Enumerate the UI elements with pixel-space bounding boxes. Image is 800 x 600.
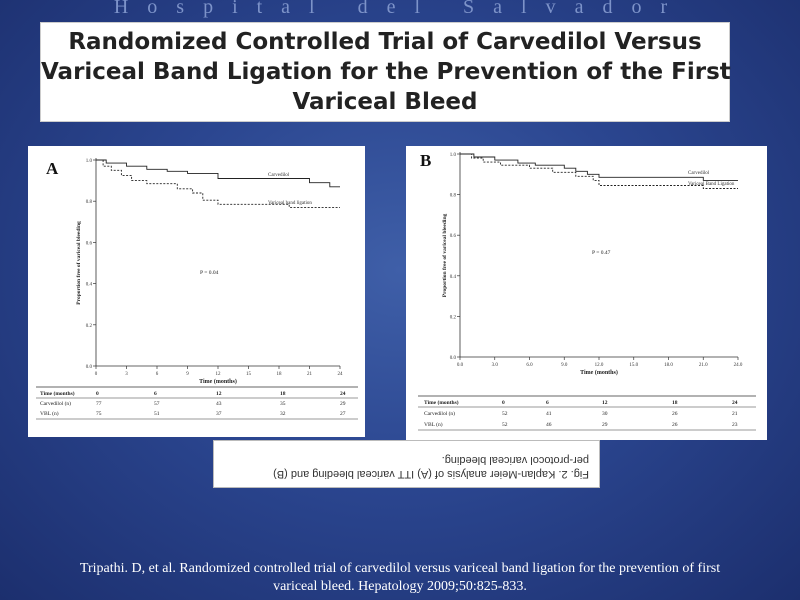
- y-tick-label: 0.8: [450, 194, 457, 199]
- series-line-2: [460, 153, 738, 189]
- table-cell: 41: [546, 411, 552, 417]
- y-tick-label: 0.0: [450, 356, 457, 361]
- x-tick-label: 6: [156, 372, 159, 377]
- x-tick-label: 9.0: [561, 363, 568, 368]
- table-cell: 77: [96, 401, 102, 407]
- y-tick-label: 0.6: [450, 234, 457, 239]
- x-tick-label: 3.0: [492, 363, 499, 368]
- table-cell: 46: [546, 422, 552, 428]
- y-tick-label: 0.2: [86, 324, 93, 329]
- table-header-cell: 6: [154, 391, 157, 397]
- y-tick-label: 0.4: [86, 283, 93, 288]
- table-cell: 26: [672, 411, 678, 417]
- figure-caption-text: Fig. 2. Kaplan-Meier analysis of (A) ITT…: [214, 441, 599, 487]
- table-cell: 52: [502, 422, 508, 428]
- x-tick-label: 12: [216, 372, 222, 377]
- table-cell: VBL (n): [424, 421, 443, 428]
- table-header-cell: 24: [340, 391, 346, 397]
- table-header-cell: 24: [732, 400, 738, 406]
- y-tick-label: 1.0: [450, 153, 457, 158]
- x-tick-label: 21: [307, 372, 313, 377]
- y-tick-label: 0.6: [86, 241, 93, 246]
- y-tick-label: 0.2: [450, 315, 457, 320]
- title-line-3: Variceal Bleed: [292, 89, 478, 115]
- table-cell: 43: [216, 401, 222, 407]
- table-cell: 37: [216, 411, 222, 417]
- x-tick-label: 0.0: [457, 363, 464, 368]
- chart-panel-b: B 0.0 0.2 0.4 0.6 0.8 1.0 0.0 3.0 6.0 9.0 12.0 15.0 1…: [406, 146, 767, 440]
- x-tick-label: 9: [186, 372, 189, 377]
- caption-line-1: Fig. 2. Kaplan-Meier analysis of (A) ITT…: [273, 468, 589, 480]
- x-tick-label: 15.0: [629, 363, 638, 368]
- table-header-cell: Time (months): [40, 390, 75, 397]
- table-cell: 30: [602, 411, 608, 417]
- x-tick-label: 24: [338, 372, 344, 377]
- series-label-1: Carvedilol: [268, 173, 290, 178]
- km-chart-a: A 0.0 0.2 0.4 0.6 0.8 1.0 0 3 6 9 12 15 18 21 24 Time (m…: [36, 158, 358, 420]
- chart-panel-a: A 0.0 0.2 0.4 0.6 0.8 1.0 0 3 6 9 12 15 18 21 24 Time (m…: [28, 146, 365, 437]
- x-tick-label: 0: [95, 372, 98, 377]
- table-cell: Carvedilol (n): [424, 410, 455, 417]
- table-cell: VBL (n): [40, 410, 59, 417]
- table-cell: 21: [732, 411, 738, 417]
- table-header-cell: 0: [502, 400, 505, 406]
- x-tick-label: 24.0: [734, 363, 743, 368]
- x-axis-label: Time (months): [199, 378, 237, 385]
- citation-line-1: Tripathi. D, et al. Randomized controlle…: [79, 561, 721, 576]
- x-axis-label: Time (months): [580, 369, 618, 376]
- y-axis-label: Proportion free of variceal bleeding: [76, 221, 82, 305]
- table-cell: 29: [602, 422, 608, 428]
- panel-label: B: [420, 151, 431, 170]
- table-cell: 52: [502, 411, 508, 417]
- table-cell: 35: [280, 401, 286, 407]
- table-cell: 26: [672, 422, 678, 428]
- y-axis-label: Proportion free of variceal bleeding: [442, 214, 448, 298]
- title-line-1: Randomized Controlled Trial of Carvedilo…: [68, 29, 702, 55]
- series-label-2: Variceal band ligation: [268, 201, 312, 206]
- figure-caption: Fig. 2. Kaplan-Meier analysis of (A) ITT…: [213, 440, 600, 488]
- series-line-1: [96, 159, 340, 188]
- table-header-cell: 0: [96, 391, 99, 397]
- watermark-text: Hospital del Salvador: [113, 0, 687, 18]
- table-header-cell: 6: [546, 400, 549, 406]
- title-box: Randomized Controlled Trial of Carvedilo…: [40, 22, 731, 122]
- table-header-cell: 18: [672, 400, 678, 406]
- y-tick-label: 0.4: [450, 275, 457, 280]
- x-tick-label: 18.0: [664, 363, 673, 368]
- panel-label: A: [46, 159, 59, 178]
- table-cell: 51: [154, 411, 160, 417]
- x-tick-label: 12.0: [595, 363, 604, 368]
- table-header-cell: 18: [280, 391, 286, 397]
- y-tick-label: 0.0: [86, 365, 93, 370]
- table-cell: 29: [340, 401, 346, 407]
- y-tick-label: 1.0: [86, 159, 93, 164]
- km-chart-b: B 0.0 0.2 0.4 0.6 0.8 1.0 0.0 3.0 6.0 9.0 12.0 15.0 1…: [418, 151, 756, 431]
- table-cell: 23: [732, 422, 738, 428]
- table-header-cell: 12: [602, 400, 608, 406]
- y-tick-label: 0.8: [86, 200, 93, 205]
- series-label-2: Variceal Band Ligation: [688, 182, 735, 187]
- x-tick-label: 18: [277, 372, 283, 377]
- x-tick-label: 6.0: [526, 363, 533, 368]
- p-value-annotation: P = 0.04: [200, 270, 219, 276]
- table-cell: 32: [280, 411, 286, 417]
- table-header-cell: Time (months): [424, 399, 459, 406]
- table-header-cell: 12: [216, 391, 222, 397]
- table-cell: 57: [154, 401, 160, 407]
- table-cell: 27: [340, 411, 346, 417]
- series-label-1: Carvedilol: [688, 171, 710, 176]
- table-cell: 75: [96, 411, 102, 417]
- citation-line-2: variceal bleed. Hepatology 2009;50:825-8…: [273, 579, 527, 594]
- x-tick-label: 15: [246, 372, 252, 377]
- caption-line-2: per-protocol variceal bleeding.: [441, 454, 589, 466]
- x-tick-label: 3: [125, 372, 128, 377]
- series-line-1: [460, 153, 738, 181]
- p-value-annotation: P = 0.47: [592, 250, 611, 256]
- citation: Tripathi. D, et al. Randomized controlle…: [20, 560, 780, 596]
- title-line-2: Variceal Band Ligation for the Preventio…: [41, 59, 731, 85]
- x-tick-label: 21.0: [699, 363, 708, 368]
- table-cell: Carvedilol (n): [40, 400, 71, 407]
